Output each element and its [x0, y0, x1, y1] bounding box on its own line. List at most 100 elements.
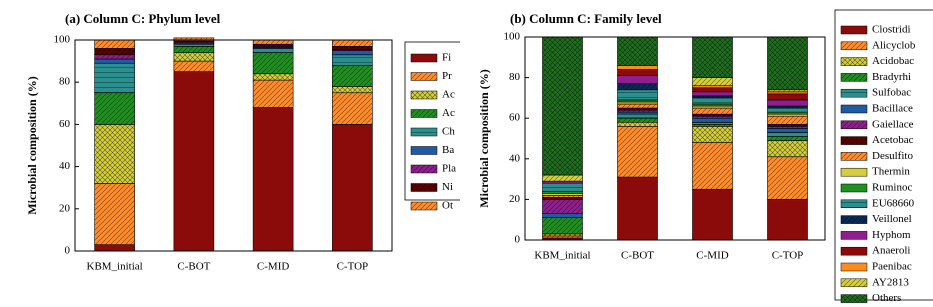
- bar-segment: [692, 91, 733, 97]
- bar-segment: [767, 105, 808, 109]
- legend-swatch: [840, 246, 868, 256]
- y-tick-label: 80: [59, 76, 71, 88]
- legend-label: Ot: [442, 200, 453, 212]
- bar-segment: [173, 52, 215, 62]
- legend-label: Pla: [442, 163, 456, 175]
- bar-segment: [767, 36, 808, 91]
- bar-segment: [542, 195, 583, 198]
- x-tick-label: C-MID: [257, 261, 289, 273]
- legend-swatch: [840, 104, 868, 114]
- legend-swatch: [840, 183, 868, 193]
- bar-segment: [252, 52, 294, 75]
- bar-segment: [94, 54, 135, 60]
- legend-label: Ac: [442, 89, 455, 101]
- bar-segment: [173, 60, 215, 72]
- legend-swatch: [840, 231, 868, 240]
- bar-segment: [767, 113, 808, 117]
- legend: Clostridi Alicyclob Acidobac Bradyrhi Sulfob…: [834, 9, 933, 304]
- plot-frame: [524, 36, 826, 241]
- bar-segment: [767, 93, 808, 101]
- bar-segment: [94, 183, 135, 245]
- bar-segment: [617, 75, 658, 84]
- bar-segment: [542, 180, 583, 184]
- bar-segment: [542, 190, 583, 194]
- bar-segment: [767, 123, 808, 127]
- legend-label: Veillonel: [872, 213, 912, 225]
- bar-segment: [542, 174, 583, 182]
- legend-swatch: [840, 278, 868, 288]
- y-axis-label: Microbial composition (%): [25, 76, 39, 214]
- legend-swatch: [840, 120, 868, 130]
- bar-segment: [94, 62, 135, 94]
- y-tick-label: 0: [515, 234, 521, 246]
- bar-segment: [767, 89, 808, 93]
- bar-segment: [692, 117, 733, 123]
- bar-segment: [692, 123, 733, 127]
- bar-segment: [692, 97, 733, 105]
- bar-segment: [332, 124, 373, 252]
- legend-label: Hyphom: [872, 229, 911, 241]
- legend-label: Clostridi: [872, 24, 911, 36]
- legend-swatch: [410, 164, 438, 174]
- bar-segment: [617, 126, 658, 178]
- legend-swatch: [840, 57, 868, 66]
- bar-segment: [542, 233, 583, 237]
- bar-segment: [94, 48, 135, 56]
- y-axis-label: Microbial composition (%): [477, 69, 491, 207]
- legend-swatch: [840, 41, 868, 51]
- legend-swatch: [840, 136, 868, 145]
- bar-segment: [692, 36, 733, 78]
- legend-swatch: [840, 73, 868, 82]
- legend-swatch: [410, 109, 438, 118]
- bar-segment: [173, 43, 215, 47]
- plot-frame: [74, 39, 393, 252]
- legend-swatch: [840, 294, 868, 303]
- bar-segment: [617, 103, 658, 109]
- legend-label: EU68660: [872, 197, 915, 209]
- bar-segment: [617, 121, 658, 127]
- legend-label: Bacillace: [872, 103, 913, 115]
- y-tick-label: 60: [509, 112, 521, 124]
- bar-segment: [692, 115, 733, 119]
- legend-label: AY2813: [872, 276, 909, 288]
- bar-segment: [542, 36, 583, 176]
- y-tick-label: 80: [509, 71, 521, 83]
- legend-label: Thermin: [872, 166, 910, 178]
- bar-segment: [252, 79, 294, 108]
- bar-segment: [767, 107, 808, 113]
- legend-label: Ba: [442, 144, 454, 156]
- bar-segment: [252, 107, 294, 252]
- bar-segment: [252, 48, 294, 53]
- legend-box: [404, 41, 460, 201]
- bar-segment: [617, 65, 658, 70]
- bar-segment: [692, 142, 733, 190]
- legend-swatch: [840, 199, 868, 209]
- x-tick-label: KBM_initial: [534, 250, 590, 262]
- bar-segment: [94, 39, 135, 49]
- bar-segment: [767, 128, 808, 133]
- y-tick-label: 100: [54, 34, 71, 46]
- bar-segment: [617, 101, 658, 105]
- y-tick-label: 60: [59, 118, 71, 130]
- bar-segment: [617, 109, 658, 113]
- bar-segment: [767, 126, 808, 129]
- chart-title: (b) Column C: Family level: [510, 11, 662, 26]
- x-tick-label: C-TOP: [337, 261, 369, 273]
- bar-segment: [252, 73, 294, 81]
- legend-swatch: [840, 152, 868, 161]
- bar-segment: [767, 140, 808, 158]
- legend-label: Anaeroli: [872, 245, 910, 257]
- bar-segment: [767, 111, 808, 115]
- bar-segment: [767, 136, 808, 141]
- bar-segment: [94, 92, 135, 125]
- bar-segment: [542, 235, 583, 239]
- bar-segment: [332, 46, 373, 50]
- legend-swatch: [410, 127, 438, 137]
- bar-segment: [767, 199, 808, 241]
- bar-segment: [692, 87, 733, 93]
- x-tick-label: C-BOT: [621, 250, 654, 262]
- legend-swatch: [410, 183, 438, 192]
- bar-segment: [617, 69, 658, 76]
- bar-segment: [617, 113, 658, 119]
